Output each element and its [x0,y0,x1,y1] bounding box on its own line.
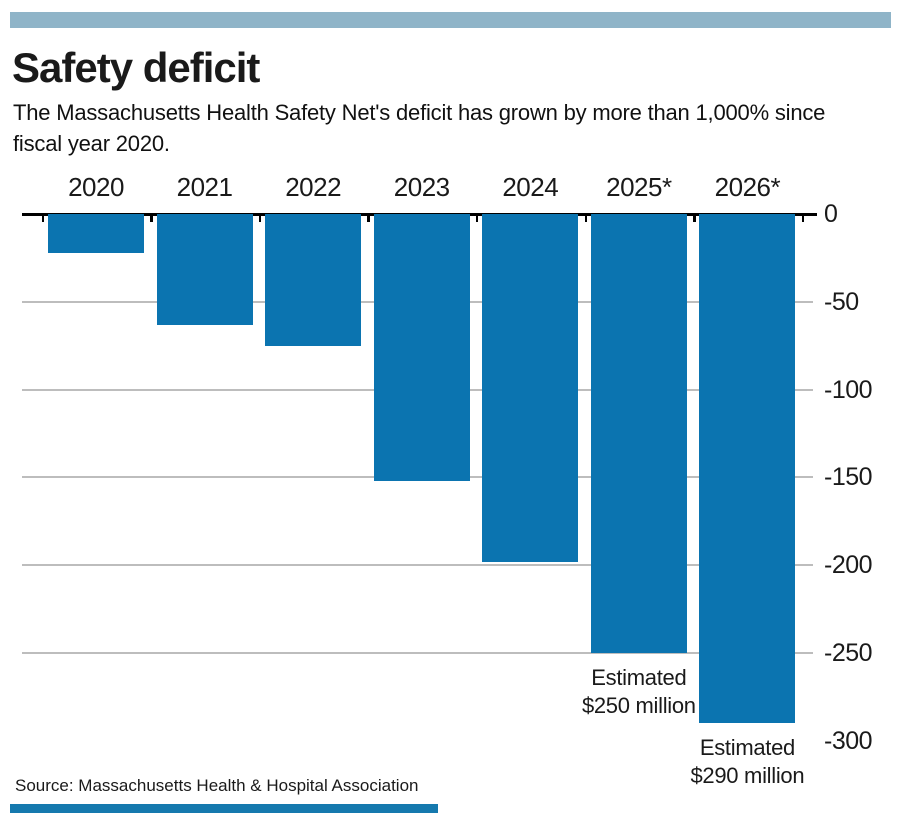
top-accent-stripe [10,12,891,28]
bar-2022 [265,214,362,346]
ytick-label--200: -200 [824,551,873,580]
year-label-2025*: 2025* [606,172,672,202]
annotation-line2: $250 million [581,693,696,718]
annotation-line2: $290 million [690,763,805,789]
bar-2023 [373,214,470,481]
ytick-label--150: -150 [824,463,873,492]
ytick-label-0: 0 [824,200,838,228]
ytick-label--50: -50 [824,287,859,316]
axis-tick [584,213,588,222]
year-label-2022: 2022 [285,172,342,202]
year-label-2021: 2021 [176,172,233,202]
year-label-2023: 2023 [393,172,450,202]
year-label-2024: 2024 [502,172,559,202]
ytick-label--100: -100 [824,375,873,404]
axis-tick [258,213,262,222]
annotation-2026*: Estimated $290 million [637,734,857,790]
axis-tick [367,213,370,222]
bar-2024 [482,214,579,562]
ytick-label--250: -250 [824,639,873,667]
annotation-2025*: Estimated $250 million [529,664,749,720]
axis-tick [475,213,479,222]
axis-tick [41,213,45,222]
chart-subtitle-line2: fiscal year 2020. [13,131,170,156]
source-attribution: Source: Massachusetts Health & Hospital … [15,776,419,795]
bar-2025* [590,214,687,653]
bar-2021 [156,214,253,325]
ytick-label--300: -300 [824,726,873,755]
bar-2020 [48,214,144,253]
chart-subtitle-line1: The Massachusetts Health Safety Net's de… [13,100,826,125]
chart-title: Safety deficit [12,44,260,91]
gridline--250 [22,652,813,654]
axis-tick [801,213,805,222]
axis-tick [693,213,696,222]
year-label-2026*: 2026* [714,172,781,202]
axis-tick [150,213,153,222]
year-label-2020: 2020 [68,172,124,202]
bottom-accent-stripe [10,804,438,813]
annotation-line1: Estimated [699,735,795,761]
annotation-line1: Estimated [591,665,687,690]
bar-2026* [699,214,796,724]
gridline--200 [22,564,813,567]
